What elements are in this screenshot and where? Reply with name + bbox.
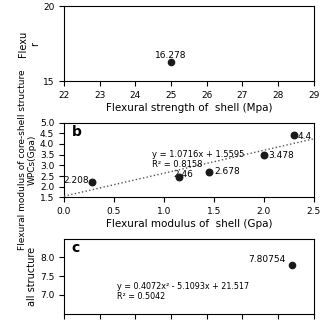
Y-axis label: all structure: all structure (27, 247, 37, 306)
Text: 4.4: 4.4 (298, 132, 312, 141)
Point (261, 153, 266, 158)
Text: 3.478: 3.478 (269, 151, 294, 160)
X-axis label: Flexural strength of  shell (Mpa): Flexural strength of shell (Mpa) (106, 103, 272, 113)
Point (89, 180, 94, 185)
Text: y = 0.4072x² - 5.1093x + 21.517
R² = 0.5042: y = 0.4072x² - 5.1093x + 21.517 R² = 0.5… (117, 282, 250, 301)
Y-axis label: Flexural modulus of core-shell structure
WPCs(Gpa): Flexural modulus of core-shell structure… (18, 70, 37, 250)
Point (168, 60, 173, 65)
Text: 2.208: 2.208 (63, 176, 89, 185)
Text: 2.678: 2.678 (215, 167, 241, 176)
X-axis label: Flexural modulus of  shell (Gpa): Flexural modulus of shell (Gpa) (106, 219, 272, 229)
Text: 16.278: 16.278 (155, 51, 187, 60)
Point (290, 262, 295, 267)
Point (206, 170, 211, 175)
Text: 2.46: 2.46 (174, 171, 194, 180)
Text: c: c (71, 241, 80, 255)
Text: 7.80754: 7.80754 (248, 255, 285, 264)
Text: y = 1.0716x + 1.5595
R² = 0.8158: y = 1.0716x + 1.5595 R² = 0.8158 (152, 150, 244, 169)
Point (176, 174, 181, 180)
Text: b: b (71, 125, 81, 139)
Y-axis label: Flexu
r: Flexu r (18, 31, 40, 57)
Point (291, 133, 296, 138)
